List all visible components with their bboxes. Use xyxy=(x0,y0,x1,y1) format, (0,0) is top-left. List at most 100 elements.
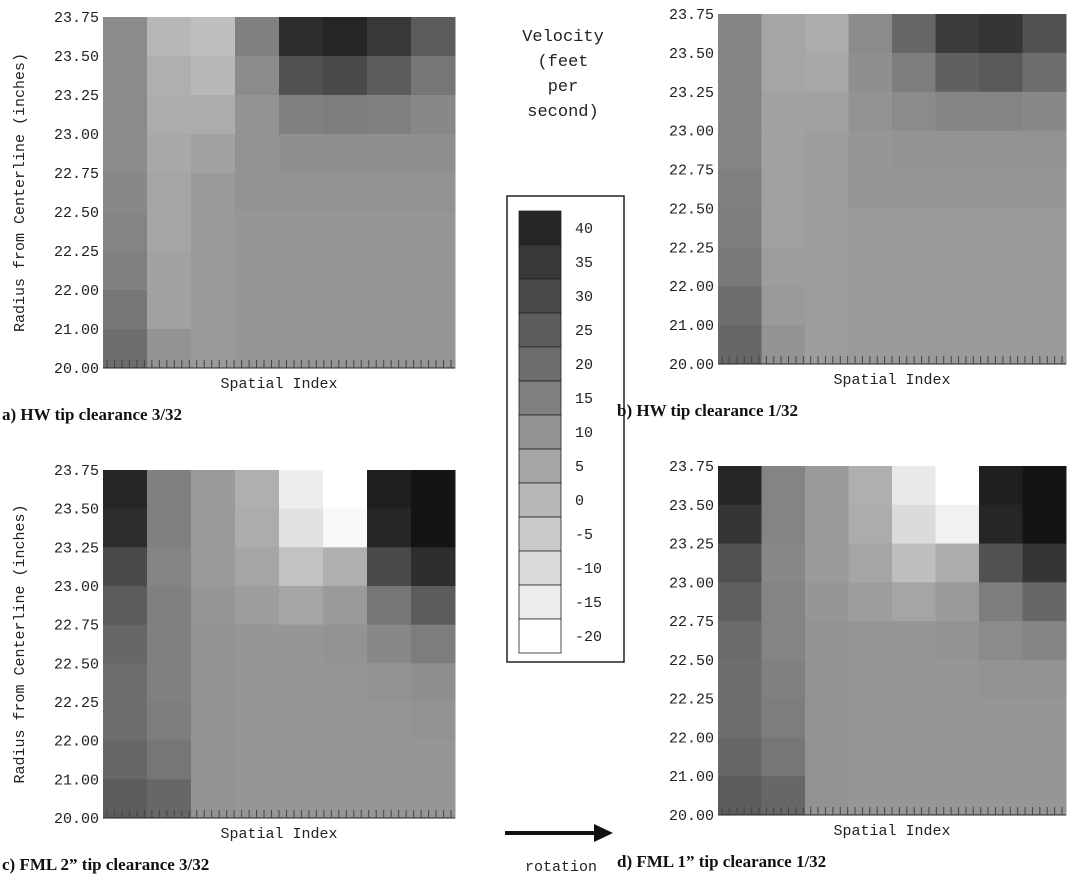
heat-cell xyxy=(892,659,936,700)
heat-cell xyxy=(979,52,1023,93)
heat-cell xyxy=(935,169,980,209)
heat-cell xyxy=(147,251,192,291)
heat-cell xyxy=(367,134,412,174)
colorbar-band xyxy=(518,346,562,382)
heat-cell xyxy=(805,621,849,661)
y-tick-label: 23.50 xyxy=(669,498,714,515)
heat-cell xyxy=(411,290,456,330)
heat-cell xyxy=(1022,466,1067,506)
caption: b) HW tip clearance 1/32 xyxy=(617,401,798,420)
heat-cell xyxy=(147,470,192,510)
heat-cell xyxy=(323,470,368,510)
heat-cell xyxy=(1022,52,1067,93)
heat-cell xyxy=(191,547,236,587)
heat-cell xyxy=(935,621,980,661)
heat-cell xyxy=(892,169,936,209)
heat-cell xyxy=(892,621,936,661)
heat-cell xyxy=(1022,504,1067,545)
heat-cell xyxy=(718,286,762,326)
heat-cell xyxy=(323,17,368,57)
heat-cell xyxy=(235,508,280,548)
y-tick-label: 22.25 xyxy=(669,240,714,257)
colorbar-band xyxy=(518,414,562,450)
heat-cell xyxy=(892,14,936,54)
heat-cell xyxy=(935,91,980,132)
colorbar-label: 25 xyxy=(575,323,593,340)
y-tick-label: 23.00 xyxy=(54,579,99,596)
heat-cell xyxy=(147,624,192,664)
heat-cell xyxy=(235,134,280,174)
heat-cell xyxy=(367,251,412,291)
heat-cell xyxy=(718,543,762,583)
heat-cell xyxy=(411,508,456,548)
heat-cell xyxy=(235,329,280,369)
heat-cell xyxy=(761,776,806,816)
y-tick-label: 22.00 xyxy=(669,730,714,747)
heat-cell xyxy=(103,624,148,664)
heat-cell xyxy=(103,779,148,819)
heat-cell xyxy=(147,17,192,57)
heat-cell xyxy=(805,208,849,248)
heat-cell xyxy=(279,702,324,742)
x-axis-label: Spatial Index xyxy=(220,826,337,843)
y-tick-label: 20.00 xyxy=(54,361,99,378)
heat-cell xyxy=(235,212,280,252)
y-tick-label: 22.75 xyxy=(669,614,714,631)
colorbar-label: 40 xyxy=(575,221,593,238)
heat-cell xyxy=(103,95,148,135)
heat-cell xyxy=(979,582,1023,622)
heat-cell xyxy=(147,329,192,369)
heat-cell xyxy=(892,52,936,93)
legend-title: Velocity xyxy=(522,28,604,47)
heat-cell xyxy=(191,663,236,703)
y-tick-label: 20.00 xyxy=(669,357,714,374)
colorbar-band xyxy=(518,210,562,246)
heat-cell xyxy=(235,779,280,819)
heat-cell xyxy=(979,737,1023,777)
heat-cell xyxy=(279,17,324,57)
heat-cell xyxy=(805,543,849,583)
heat-cell xyxy=(411,470,456,510)
heat-cell xyxy=(191,702,236,742)
heat-cell xyxy=(147,56,192,96)
heat-cell xyxy=(411,740,456,780)
heat-cell xyxy=(103,290,148,330)
heat-cell xyxy=(279,740,324,780)
heat-cell xyxy=(191,586,236,626)
heat-cell xyxy=(848,208,893,248)
heat-cell xyxy=(147,702,192,742)
heat-cell xyxy=(411,779,456,819)
y-tick-label: 23.00 xyxy=(669,575,714,592)
y-tick-label: 23.00 xyxy=(669,124,714,141)
heat-cell xyxy=(323,290,368,330)
heat-cell xyxy=(367,470,412,510)
heat-cell xyxy=(279,95,324,135)
heat-cell xyxy=(191,329,236,369)
heat-cell xyxy=(979,14,1023,54)
y-tick-label: 22.25 xyxy=(54,244,99,261)
heat-cell xyxy=(848,52,893,93)
heat-cell xyxy=(411,702,456,742)
y-tick-label: 21.00 xyxy=(669,318,714,335)
heat-cell xyxy=(848,169,893,209)
heat-cell xyxy=(979,776,1023,816)
y-axis-label: Radius from Centerline (inches) xyxy=(12,504,29,783)
heat-cell xyxy=(367,56,412,96)
heat-cell xyxy=(892,286,936,326)
heat-cell xyxy=(848,247,893,287)
heat-cell xyxy=(367,329,412,369)
heat-cell xyxy=(718,52,762,93)
colorbar-label: 0 xyxy=(575,493,584,510)
heat-cell xyxy=(1022,776,1067,816)
heat-cell xyxy=(411,251,456,291)
heat-cell xyxy=(103,212,148,252)
heat-cell xyxy=(191,173,236,213)
heat-cell xyxy=(805,286,849,326)
colorbar-label: 5 xyxy=(575,459,584,476)
colorbar-band xyxy=(518,516,562,552)
heat-cell xyxy=(279,56,324,96)
heat-cell xyxy=(761,504,806,545)
heat-cell xyxy=(191,624,236,664)
heat-cell xyxy=(761,582,806,622)
y-tick-label: 22.25 xyxy=(54,695,99,712)
